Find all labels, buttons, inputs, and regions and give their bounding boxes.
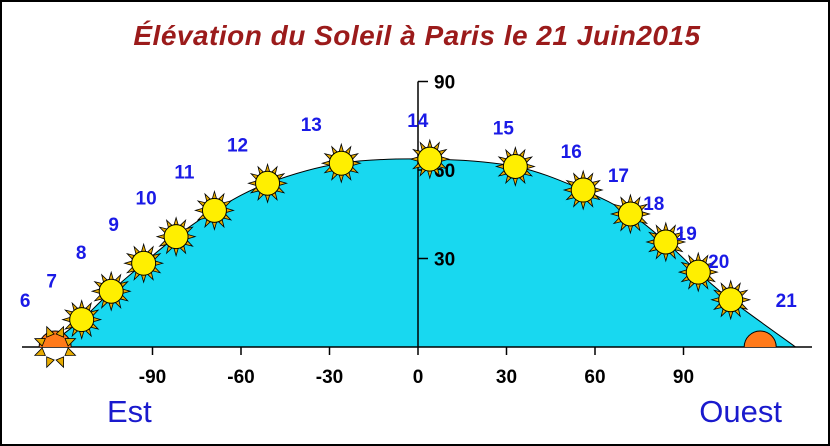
x-tick-label: -60 bbox=[227, 367, 254, 388]
hour-label: 19 bbox=[676, 224, 697, 245]
y-tick-label: 90 bbox=[434, 73, 455, 94]
sun-21 bbox=[743, 330, 777, 347]
hour-label: 13 bbox=[301, 115, 322, 136]
sun-16 bbox=[562, 169, 604, 211]
sun-9 bbox=[123, 242, 165, 284]
sun-6 bbox=[33, 325, 77, 369]
sun-8 bbox=[90, 270, 132, 312]
x-tick-label: 90 bbox=[673, 367, 694, 388]
sun-18 bbox=[645, 221, 687, 263]
hour-label: 9 bbox=[108, 215, 119, 236]
sun-13 bbox=[320, 142, 362, 184]
hour-label: 18 bbox=[643, 194, 664, 215]
hour-label: 14 bbox=[407, 111, 429, 132]
hour-label: 7 bbox=[46, 272, 57, 293]
sun-17 bbox=[609, 193, 651, 235]
chart-title: Élévation du Soleil à Paris le 21 Juin20… bbox=[133, 20, 701, 51]
sky-area bbox=[44, 158, 798, 348]
hour-label: 16 bbox=[561, 142, 582, 163]
hour-label: 12 bbox=[227, 135, 248, 156]
hour-label: 6 bbox=[20, 291, 31, 312]
sun-11 bbox=[194, 189, 235, 231]
sun-19 bbox=[677, 251, 719, 293]
hour-label: 17 bbox=[608, 166, 629, 187]
x-tick-label: -90 bbox=[139, 367, 166, 388]
hour-label: 20 bbox=[708, 252, 729, 273]
hour-label: 10 bbox=[136, 189, 157, 210]
hour-label: 21 bbox=[776, 291, 798, 312]
west-label: Ouest bbox=[699, 394, 782, 429]
sun-14 bbox=[409, 138, 451, 180]
sun-20 bbox=[710, 279, 752, 321]
east-label: Est bbox=[107, 394, 152, 429]
x-tick-label: 60 bbox=[584, 367, 605, 388]
sun-7 bbox=[61, 299, 103, 340]
x-tick-label: 30 bbox=[496, 367, 517, 388]
x-tick-label: -30 bbox=[316, 367, 343, 388]
hour-label: 11 bbox=[174, 162, 195, 183]
y-tick-label: 30 bbox=[434, 250, 455, 271]
x-tick-label: 0 bbox=[413, 367, 424, 388]
hour-label: 15 bbox=[493, 118, 515, 139]
sun-12 bbox=[247, 162, 288, 204]
sun-10 bbox=[155, 216, 197, 258]
sun-15 bbox=[494, 146, 536, 187]
hour-label: 8 bbox=[76, 243, 87, 264]
